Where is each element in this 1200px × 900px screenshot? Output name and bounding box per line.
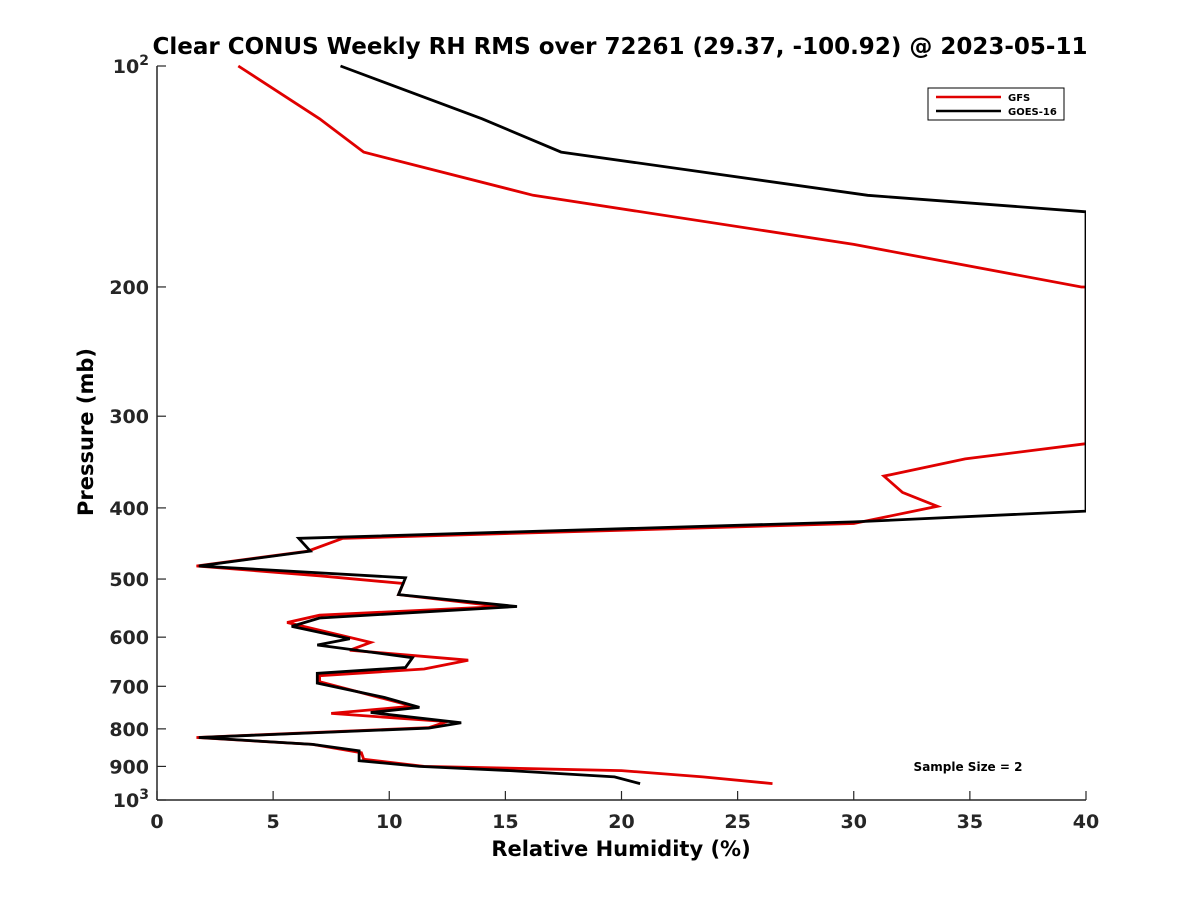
chart-title: Clear CONUS Weekly RH RMS over 72261 (29… <box>153 34 1088 60</box>
x-tick-label: 40 <box>1073 811 1099 833</box>
y-tick-label: 700 <box>109 676 149 698</box>
x-tick-label: 0 <box>150 811 163 833</box>
y-tick-label: 300 <box>109 406 149 428</box>
x-axis-ticks: 0 5 10 15 20 25 30 35 40 <box>150 791 1099 833</box>
y-tick-label: 200 <box>109 277 149 299</box>
x-tick-label: 30 <box>841 811 867 833</box>
axes <box>156 66 1086 801</box>
legend-label-gfs: GFS <box>1008 93 1030 104</box>
y-axis-ticks: 102 200 300 400 500 600 700 800 900 103 <box>109 53 166 812</box>
y-tick-label: 400 <box>109 498 149 520</box>
x-tick-label: 15 <box>492 811 518 833</box>
y-tick-label: 900 <box>109 756 149 778</box>
x-tick-label: 25 <box>724 811 750 833</box>
sample-size-annotation: Sample Size = 2 <box>914 760 1023 774</box>
x-tick-label: 5 <box>267 811 280 833</box>
y-tick-label: 800 <box>109 719 149 741</box>
x-tick-label: 20 <box>608 811 634 833</box>
legend-label-goes16: GOES-16 <box>1008 107 1057 118</box>
series-line-goes16 <box>198 64 1086 785</box>
x-axis-label: Relative Humidity (%) <box>491 837 750 861</box>
y-tick-label: 500 <box>109 569 149 591</box>
y-tick-label: 102 <box>113 53 149 78</box>
y-tick-label: 103 <box>113 787 149 812</box>
series-line-gfs <box>196 64 1086 785</box>
plot-lines <box>196 64 1086 785</box>
y-tick-label: 600 <box>109 627 149 649</box>
legend: GFS GOES-16 <box>927 87 1065 121</box>
x-tick-label: 10 <box>376 811 402 833</box>
y-axis-label: Pressure (mb) <box>74 348 98 516</box>
legend-box <box>927 87 1065 121</box>
x-tick-label: 35 <box>957 811 983 833</box>
